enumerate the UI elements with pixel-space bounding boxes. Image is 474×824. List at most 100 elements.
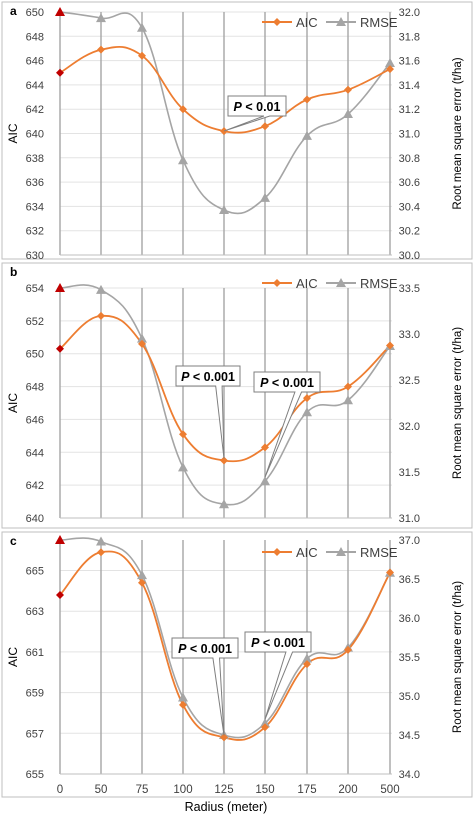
x-tick-label: 50 bbox=[95, 784, 108, 796]
aic-point bbox=[261, 443, 269, 452]
rmse-point bbox=[55, 283, 65, 292]
y-left-tick-label: 659 bbox=[26, 688, 44, 700]
y-right-tick-label: 32.5 bbox=[399, 375, 420, 387]
annotation-callout bbox=[244, 631, 312, 720]
rmse-point bbox=[96, 13, 106, 23]
aic-point bbox=[386, 65, 394, 74]
y-left-tick-label: 648 bbox=[26, 31, 44, 43]
aic-point bbox=[138, 578, 146, 587]
panel-label: a bbox=[10, 4, 17, 18]
legend-aic-marker bbox=[273, 548, 281, 556]
legend-rmse-label: RMSE bbox=[360, 276, 398, 291]
panel-label: b bbox=[10, 265, 17, 279]
y-right-tick-label: 30.6 bbox=[399, 177, 420, 189]
annotation-text: P < 0.001 bbox=[251, 636, 305, 650]
rmse-point bbox=[137, 333, 147, 343]
y-right-tick-label: 31.4 bbox=[399, 80, 420, 92]
y-left-tick-label: 650 bbox=[26, 349, 44, 361]
rmse-point bbox=[343, 109, 353, 119]
panel-frame bbox=[1, 531, 473, 798]
x-tick-label: 200 bbox=[338, 784, 357, 796]
x-tick-label: 125 bbox=[214, 784, 233, 796]
legend-aic-label: AIC bbox=[296, 15, 318, 30]
y-right-tick-label: 36.0 bbox=[399, 613, 420, 625]
panel-frame bbox=[1, 262, 473, 529]
y-right-tick-label: 31.0 bbox=[399, 129, 420, 141]
chart-panel-b: 640 642 644 646 648 650 652 654 31.0 31.5 32.0 32.5… bbox=[1, 262, 473, 529]
legend-rmse-marker bbox=[336, 278, 346, 287]
aic-point bbox=[386, 568, 394, 577]
x-tick-label: 150 bbox=[255, 784, 274, 796]
aic-point bbox=[303, 95, 311, 104]
y-right-tick-label: 31.6 bbox=[399, 56, 420, 68]
y-right-tick-label: 34.5 bbox=[399, 730, 420, 742]
rmse-point bbox=[178, 692, 188, 702]
y-left-tick-label: 630 bbox=[26, 250, 44, 262]
y-right-tick-label: 32.0 bbox=[399, 7, 420, 19]
y-left-axis-title: AIC bbox=[6, 647, 20, 667]
aic-point bbox=[344, 382, 352, 391]
legend-aic-label: AIC bbox=[296, 276, 318, 291]
rmse-point bbox=[178, 155, 188, 165]
legend-rmse-label: RMSE bbox=[360, 15, 398, 30]
aic-point bbox=[220, 733, 228, 742]
y-right-tick-label: 30.4 bbox=[399, 201, 420, 213]
y-left-tick-label: 650 bbox=[26, 7, 44, 19]
y-right-axis-title: Root mean square error (t/ha) bbox=[452, 327, 464, 479]
y-left-tick-label: 661 bbox=[26, 647, 44, 659]
aic-point bbox=[97, 311, 105, 320]
x-tick-label: 175 bbox=[297, 784, 316, 796]
y-left-tick-label: 640 bbox=[26, 513, 44, 525]
legend-aic-marker bbox=[273, 18, 281, 26]
x-axis-title: Radius (meter) bbox=[185, 800, 268, 814]
aic-point bbox=[179, 105, 187, 114]
annotation-text: P < 0.001 bbox=[178, 642, 232, 656]
y-left-axis-title: AIC bbox=[6, 393, 20, 413]
rmse-point bbox=[219, 205, 229, 215]
y-left-tick-label: 652 bbox=[26, 316, 44, 328]
y-left-tick-label: 644 bbox=[26, 80, 44, 92]
y-right-tick-label: 30.8 bbox=[399, 153, 420, 165]
y-right-axis-title: Root mean square error (t/ha) bbox=[452, 57, 464, 209]
y-right-tick-label: 30.2 bbox=[399, 226, 420, 238]
y-left-tick-label: 646 bbox=[26, 414, 44, 426]
y-left-tick-label: 654 bbox=[26, 283, 44, 295]
y-right-tick-label: 33.0 bbox=[399, 329, 420, 341]
rmse-point bbox=[385, 58, 395, 68]
aic-point bbox=[261, 723, 269, 732]
panel-label: c bbox=[10, 534, 17, 548]
y-right-tick-label: 33.5 bbox=[399, 283, 420, 295]
legend-aic-label: AIC bbox=[296, 545, 318, 560]
rmse-point bbox=[219, 499, 229, 509]
y-left-tick-label: 663 bbox=[26, 606, 44, 618]
y-right-tick-label: 32.0 bbox=[399, 421, 420, 433]
aic-point bbox=[303, 394, 311, 403]
aic-point bbox=[303, 660, 311, 669]
x-tick-label: 500 bbox=[380, 784, 399, 796]
x-tick-label: 75 bbox=[136, 784, 149, 796]
legend-rmse-marker bbox=[336, 547, 346, 556]
y-right-tick-label: 36.5 bbox=[399, 574, 420, 586]
y-right-tick-label: 35.5 bbox=[399, 652, 420, 664]
rmse-point bbox=[178, 462, 188, 472]
y-left-tick-label: 632 bbox=[26, 226, 44, 238]
annotation-text: P < 0.001 bbox=[260, 376, 314, 390]
y-right-tick-label: 31.5 bbox=[399, 467, 420, 479]
annotation-text: P < 0.01 bbox=[234, 100, 281, 114]
x-tick-label: 100 bbox=[173, 784, 192, 796]
y-left-tick-label: 657 bbox=[26, 728, 44, 740]
y-left-tick-label: 648 bbox=[26, 382, 44, 394]
y-left-tick-label: 655 bbox=[26, 769, 44, 781]
annotation-callout bbox=[171, 637, 239, 736]
rmse-point bbox=[137, 570, 147, 580]
y-left-tick-label: 636 bbox=[26, 177, 44, 189]
x-tick-label: 0 bbox=[57, 784, 63, 796]
y-right-tick-label: 35.0 bbox=[399, 691, 420, 703]
aic-point bbox=[220, 456, 228, 465]
rmse-point bbox=[302, 130, 312, 140]
rmse-point bbox=[302, 653, 312, 663]
aic-point bbox=[97, 45, 105, 54]
y-right-tick-label: 34.0 bbox=[399, 769, 420, 781]
y-left-tick-label: 642 bbox=[26, 480, 44, 492]
